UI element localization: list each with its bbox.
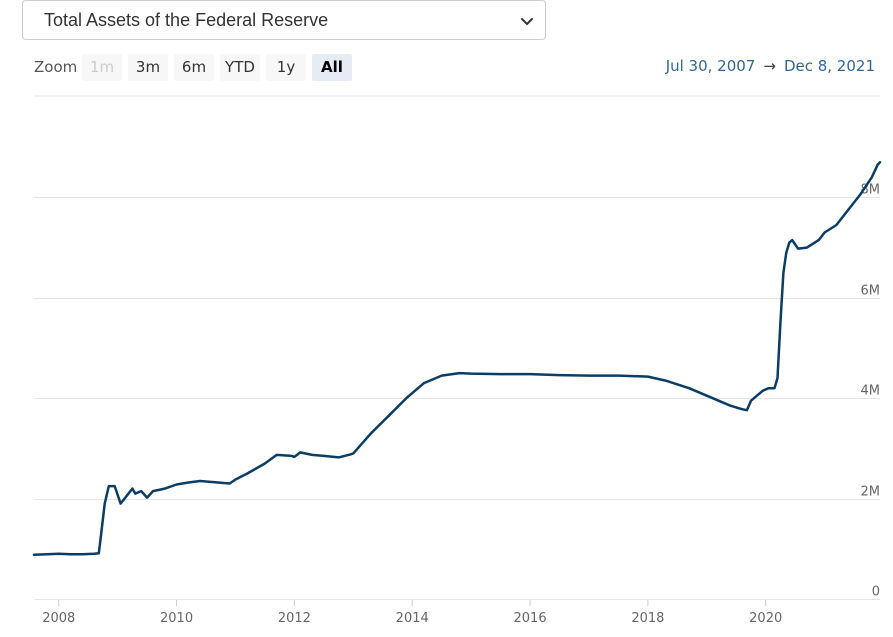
date-range-to[interactable]: Dec 8, 2021 <box>783 57 875 75</box>
zoom-label: Zoom <box>34 58 78 76</box>
zoom-all-button[interactable]: All <box>312 54 352 81</box>
x-tick-label: 2014 <box>396 611 429 626</box>
y-tick-label: 4M <box>861 384 881 399</box>
series-line-total-assets[interactable] <box>32 161 882 557</box>
date-range: Jul 30, 2007 → Dec 8, 2021 <box>666 57 875 75</box>
zoom-ytd-button[interactable]: YTD <box>220 54 260 81</box>
zoom-1m-button[interactable]: 1m <box>82 54 122 81</box>
chart-selector-dropdown[interactable]: Total Assets of the Federal Reserve <box>22 0 546 40</box>
chevron-down-icon <box>521 18 533 25</box>
y-tick-label: 6M <box>861 284 881 299</box>
x-tick-label: 2010 <box>160 611 193 626</box>
series-group <box>32 161 882 557</box>
zoom-6m-button[interactable]: 6m <box>174 54 214 81</box>
x-axis-labels: 2008 2010 2012 2014 2016 2018 2020 <box>42 600 782 626</box>
x-tick-label: 2020 <box>749 611 782 626</box>
grid-lines <box>34 197 880 600</box>
date-range-from[interactable]: Jul 30, 2007 <box>665 57 756 75</box>
y-tick-label: 2M <box>861 485 881 500</box>
x-tick-label: 2018 <box>631 611 664 626</box>
x-tick-label: 2008 <box>42 611 75 626</box>
x-tick-label: 2016 <box>514 611 547 626</box>
y-tick-label: 0 <box>872 585 880 600</box>
x-tick-label: 2012 <box>278 611 311 626</box>
chart-selector-value: Total Assets of the Federal Reserve <box>44 10 329 30</box>
zoom-1y-button[interactable]: 1y <box>266 54 306 81</box>
zoom-3m-button[interactable]: 3m <box>128 54 168 81</box>
arrow-right-icon: → <box>763 57 776 75</box>
